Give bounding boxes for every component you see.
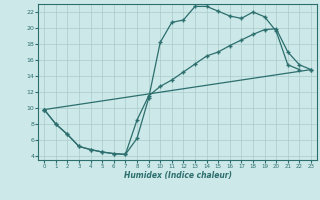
X-axis label: Humidex (Indice chaleur): Humidex (Indice chaleur) bbox=[124, 171, 232, 180]
